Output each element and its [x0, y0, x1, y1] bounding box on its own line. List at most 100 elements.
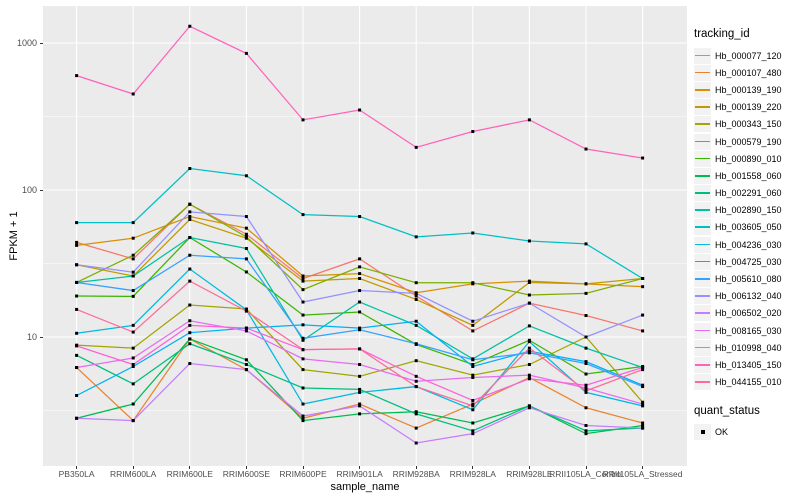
data-point	[641, 385, 645, 389]
data-point	[471, 398, 475, 402]
data-point	[471, 429, 475, 433]
legend-key	[694, 47, 711, 64]
legend-item-label: Hb_000077_120	[715, 50, 782, 61]
data-point	[131, 402, 135, 406]
x-tick-mark	[245, 466, 247, 469]
legend-item-label: Hb_006132_040	[715, 291, 782, 302]
data-point	[301, 274, 305, 278]
legend-key	[694, 116, 711, 133]
data-point	[301, 416, 305, 420]
data-point	[75, 416, 79, 420]
legend-item-label: Hb_000139_220	[715, 102, 782, 113]
data-point	[471, 421, 475, 425]
data-point	[527, 363, 531, 367]
data-point	[414, 145, 418, 149]
data-point	[75, 240, 79, 244]
y-tick-label: 1000	[16, 38, 37, 48]
data-point	[301, 357, 305, 361]
legend-item-ok: OK	[694, 424, 798, 441]
data-point	[471, 408, 475, 412]
legend-key	[694, 374, 711, 391]
legend-key	[694, 99, 711, 116]
data-point	[358, 374, 362, 378]
legend-key	[694, 81, 711, 98]
plot-panel	[43, 6, 687, 466]
data-point	[75, 221, 79, 225]
x-tick-mark	[76, 466, 78, 469]
legend-line-swatch-icon	[695, 140, 710, 143]
data-point	[414, 342, 418, 346]
data-point	[358, 265, 362, 269]
data-point	[188, 362, 192, 366]
data-point	[131, 382, 135, 386]
data-point	[358, 326, 362, 330]
x-tick-mark	[472, 466, 474, 469]
data-point	[188, 279, 192, 283]
x-tick-mark	[585, 466, 587, 469]
data-point	[131, 323, 135, 327]
data-point	[471, 358, 475, 362]
data-point	[584, 314, 588, 318]
legend: tracking_id Hb_000077_120 Hb_000107_480 Hb…	[694, 28, 798, 441]
legend-item-label: Hb_013405_150	[715, 359, 782, 370]
data-point	[244, 226, 248, 230]
x-tick-label: RRIM600LE	[166, 469, 213, 479]
legend-key	[694, 288, 711, 305]
data-point	[131, 294, 135, 298]
data-point	[414, 297, 418, 301]
data-point	[641, 368, 645, 372]
data-point	[244, 363, 248, 367]
data-point	[301, 414, 305, 418]
data-point	[244, 326, 248, 330]
data-point	[244, 232, 248, 236]
data-point	[301, 336, 305, 340]
data-point	[75, 243, 79, 247]
data-point	[584, 424, 588, 428]
data-point	[414, 441, 418, 445]
legend-item-Hb_006502_020: Hb_006502_020	[694, 305, 798, 322]
legend-item-label: Hb_010998_040	[715, 342, 782, 353]
legend-item-label: Hb_004236_030	[715, 239, 782, 250]
data-point	[527, 324, 531, 328]
data-point	[244, 174, 248, 178]
legend-item-Hb_005610_080: Hb_005610_080	[694, 270, 798, 288]
data-point	[244, 215, 248, 219]
data-point	[584, 147, 588, 151]
data-point	[527, 404, 531, 408]
legend-item-Hb_000139_220: Hb_000139_220	[694, 99, 798, 116]
data-point	[584, 383, 588, 387]
data-point	[584, 406, 588, 410]
legend-key	[694, 236, 711, 253]
legend-line-swatch-icon	[695, 260, 710, 263]
x-tick-mark	[642, 466, 644, 469]
legend-key-ok	[694, 424, 711, 441]
legend-key	[694, 253, 711, 270]
data-point	[131, 92, 135, 96]
legend-key	[694, 219, 711, 236]
data-point	[188, 236, 192, 240]
legend-key	[694, 322, 711, 339]
legend-key	[694, 339, 711, 356]
data-point	[527, 377, 531, 381]
legend-item-Hb_003605_050: Hb_003605_050	[694, 219, 798, 236]
x-tick-label: RRIM600LA	[110, 469, 157, 479]
data-point	[244, 235, 248, 239]
data-point	[414, 410, 418, 414]
legend-item-Hb_001558_060: Hb_001558_060	[694, 167, 798, 184]
data-point	[301, 402, 305, 406]
legend-line-swatch-icon	[695, 88, 710, 91]
y-tick-mark	[40, 42, 43, 44]
data-point	[358, 215, 362, 219]
legend-item-Hb_008165_030: Hb_008165_030	[694, 322, 798, 339]
x-tick-mark	[132, 466, 134, 469]
data-point	[414, 412, 418, 416]
data-point	[75, 280, 79, 284]
data-point	[188, 253, 192, 257]
x-tick-label: RRII105LA_Control	[549, 469, 623, 479]
legend-item-Hb_010998_040: Hb_010998_040	[694, 339, 798, 356]
legend-item-label: Hb_002291_060	[715, 188, 782, 199]
data-point	[358, 363, 362, 367]
data-point	[188, 217, 192, 221]
data-point	[527, 406, 531, 410]
legend-line-swatch-icon	[695, 174, 710, 177]
